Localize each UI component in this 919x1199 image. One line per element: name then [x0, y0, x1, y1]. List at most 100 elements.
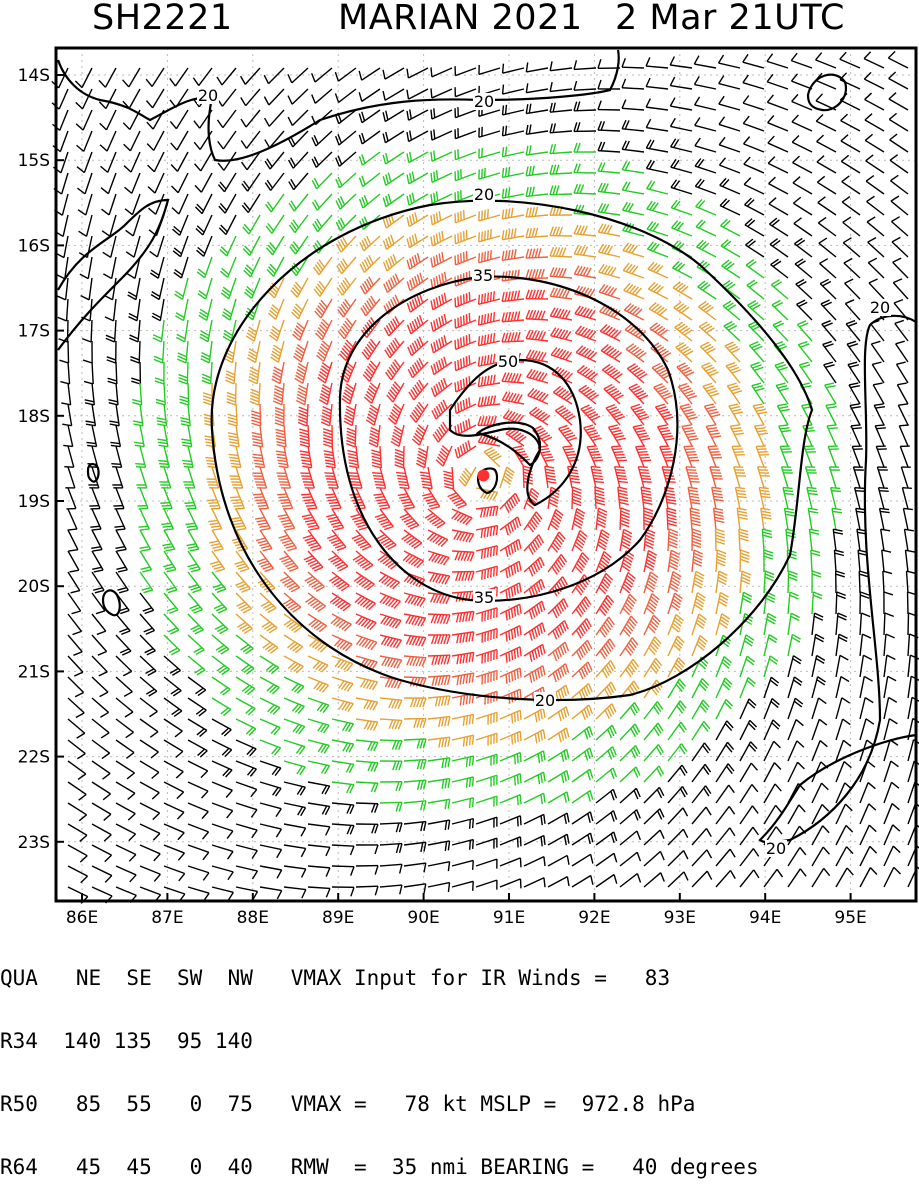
wind-barb — [380, 823, 402, 832]
wind-barb — [724, 321, 740, 341]
wind-barb — [859, 571, 868, 593]
wind-barb — [188, 614, 203, 634]
wind-barb — [822, 321, 836, 341]
wind-barb — [479, 168, 500, 179]
wind-barb — [135, 446, 145, 467]
wind-barb — [734, 467, 746, 488]
wind-barb — [300, 446, 312, 468]
wind-barb — [452, 735, 473, 746]
wind-barb — [646, 78, 668, 89]
wind-barb — [188, 719, 207, 737]
wind-barb — [431, 252, 452, 267]
wind-barb — [574, 122, 596, 131]
wind-barb — [843, 217, 860, 236]
wind-barb — [896, 341, 908, 362]
wind-barb — [716, 849, 735, 866]
wind-barb — [452, 632, 474, 644]
wind-barb — [596, 617, 614, 637]
wind-barb — [236, 782, 257, 797]
wind-barb — [793, 197, 812, 215]
wind-barb — [264, 68, 284, 84]
wind-barb — [797, 300, 812, 320]
wind-barb — [208, 509, 221, 530]
wind-barb — [668, 636, 684, 656]
wind-barb — [452, 530, 474, 542]
wind-barb — [140, 530, 151, 551]
wind-barb — [743, 75, 764, 89]
wind-barb — [431, 378, 452, 396]
footer-row-r64: R64 45 45 0 40 RMW = 35 nmi BEARING = 40… — [0, 1157, 759, 1178]
wind-barb — [260, 866, 282, 878]
wind-barb — [692, 571, 704, 593]
wind-barb — [524, 793, 545, 804]
wind-barb — [526, 63, 548, 72]
wind-barb — [128, 299, 140, 321]
wind-barb — [455, 334, 476, 349]
wind-barb — [719, 117, 740, 131]
wind-barb — [249, 362, 260, 384]
wind-barb — [697, 261, 716, 278]
wind-barb — [598, 121, 620, 131]
wind-barb — [865, 93, 884, 110]
wind-barb — [188, 845, 209, 860]
wind-barb — [452, 819, 473, 829]
wind-barb — [624, 283, 644, 299]
wind-barb — [852, 446, 863, 467]
wind-barb — [572, 727, 593, 740]
wind-barb — [356, 886, 378, 895]
wind-barb — [779, 425, 791, 446]
wind-barb — [314, 257, 332, 275]
wind-barb — [284, 635, 303, 653]
wind-barb — [906, 550, 915, 572]
contour-label: 20 — [870, 298, 890, 317]
wind-barb — [671, 159, 692, 173]
wind-barb — [253, 446, 265, 468]
wind-barb — [644, 744, 663, 761]
wind-barb — [668, 615, 683, 635]
wind-barb — [500, 795, 521, 806]
wind-barb — [180, 404, 190, 426]
contour-label: 35 — [474, 588, 494, 607]
wind-barb — [572, 597, 591, 617]
wind-barb — [648, 262, 668, 278]
wind-barb — [836, 634, 848, 656]
lat-label: 18S — [18, 407, 50, 427]
wind-barb — [735, 487, 746, 509]
wind-barb — [836, 677, 849, 698]
wind-barb — [476, 775, 497, 786]
wind-barb — [692, 828, 711, 845]
wind-barb — [623, 263, 644, 278]
wind-barb — [303, 530, 321, 551]
wind-barb — [86, 425, 96, 447]
wind-barb — [791, 53, 812, 68]
wind-barb — [284, 719, 305, 734]
wind-barb — [196, 215, 212, 235]
wind-barb — [842, 176, 860, 194]
wind-barb — [279, 551, 298, 571]
wind-barb — [674, 302, 692, 320]
wind-barb — [748, 301, 764, 320]
lat-label: 22S — [18, 748, 50, 768]
wind-barb — [402, 530, 422, 548]
wind-barb — [907, 571, 916, 593]
wind-barb — [716, 828, 735, 845]
wind-barb — [163, 551, 176, 572]
wind-barb — [359, 152, 380, 165]
wind-barb — [354, 572, 374, 590]
lon-label: 94E — [749, 908, 781, 928]
wind-barb — [898, 404, 908, 425]
wind-barb — [696, 199, 716, 215]
wind-barb — [850, 404, 861, 425]
wind-barb — [836, 698, 850, 719]
wind-barb — [218, 131, 236, 149]
wind-barb — [404, 801, 426, 811]
wind-barb — [692, 764, 711, 782]
wind-barb — [359, 131, 380, 144]
wind-barb — [101, 152, 116, 172]
wind-barb — [777, 404, 789, 425]
wind-barb — [67, 509, 76, 530]
wind-barb — [884, 761, 898, 782]
wind-barb — [572, 876, 593, 887]
lat-label: 17S — [18, 322, 50, 342]
wind-barb — [873, 383, 884, 404]
